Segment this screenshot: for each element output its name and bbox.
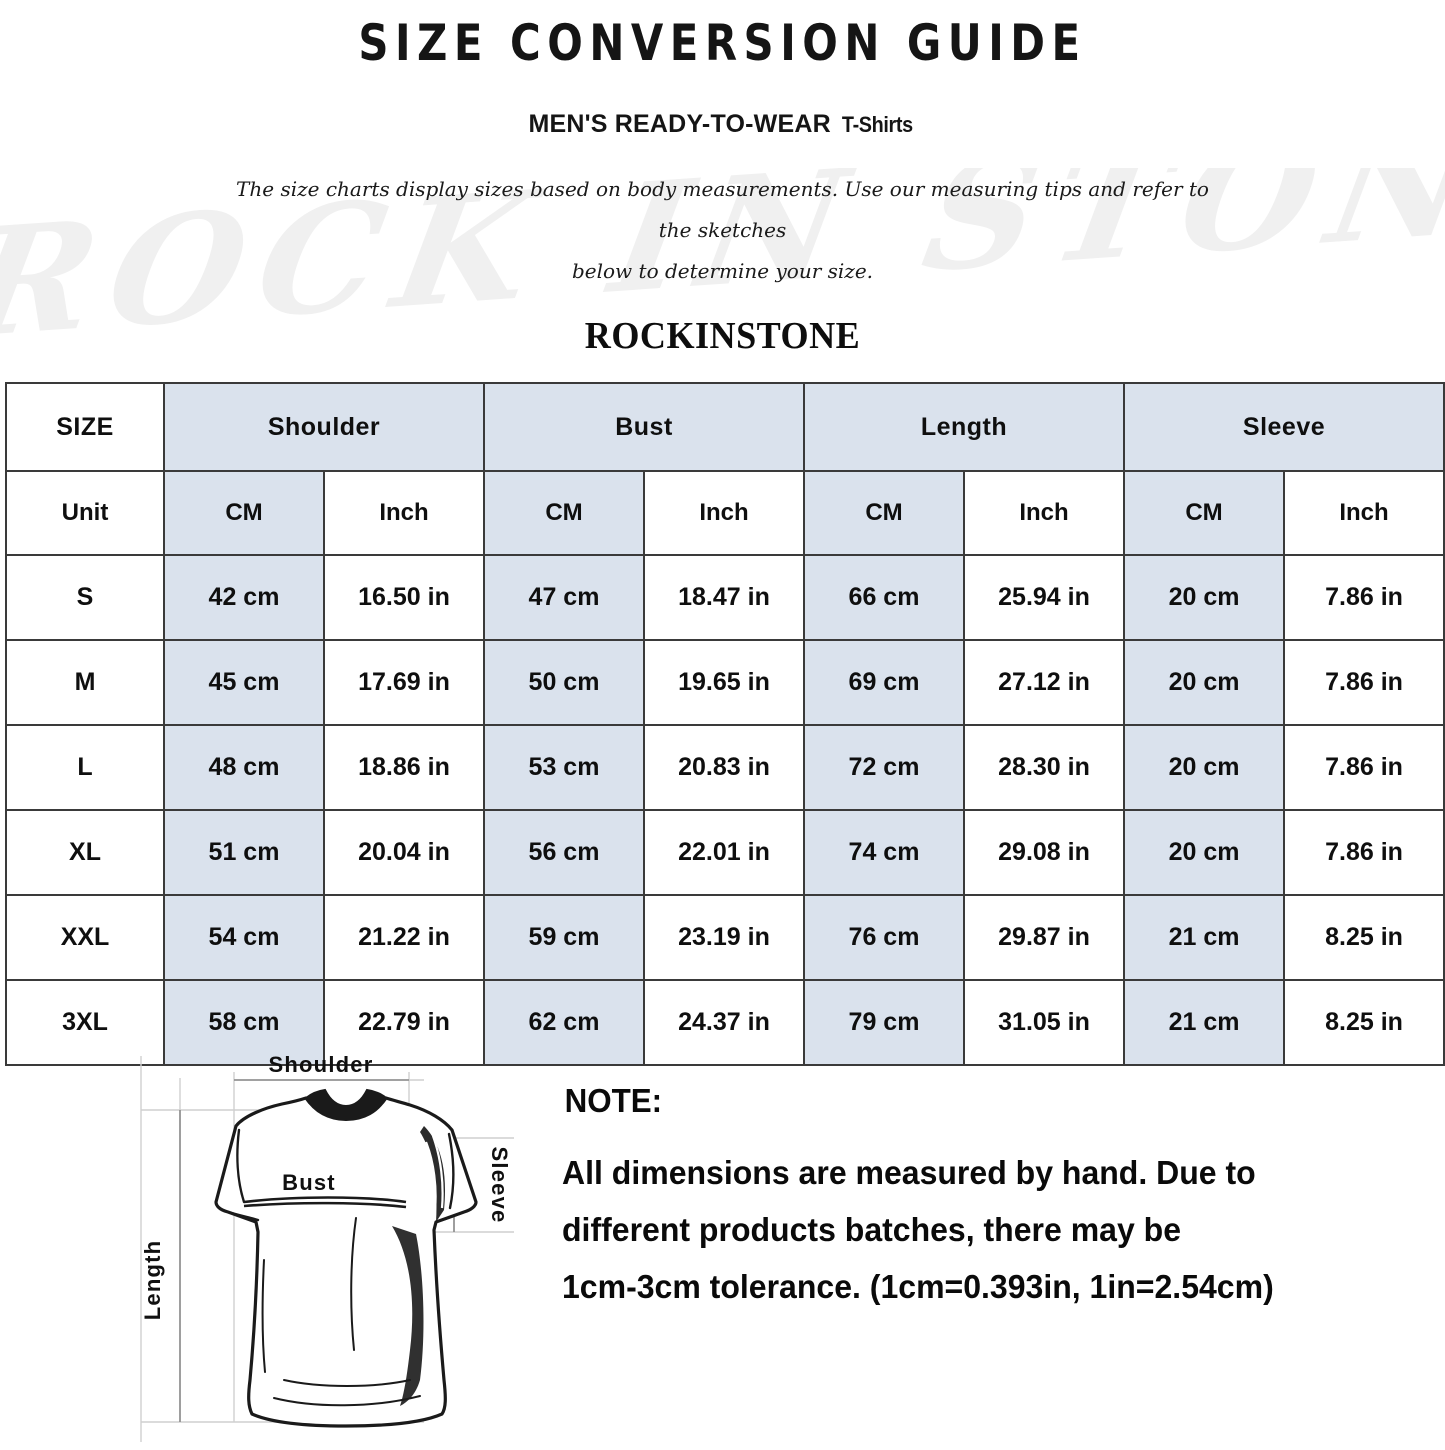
row-size-label: XXL	[5, 894, 165, 981]
cell-bust-inch: 24.37 in	[643, 979, 805, 1066]
cell-sleeve-cm: 20 cm	[1123, 724, 1286, 811]
cell-shoulder-cm: 58 cm	[163, 979, 325, 1066]
cell-sleeve-cm: 20 cm	[1123, 639, 1286, 726]
unit-length-inch: Inch	[962, 470, 1126, 556]
page-title: SIZE CONVERSION GUIDE	[358, 14, 1087, 72]
description-line-1: The size charts display sizes based on b…	[236, 177, 1209, 242]
table-row: S 42 cm 16.50 in 47 cm 18.47 in 66 cm 25…	[5, 554, 1445, 641]
header-cell-size: SIZE	[5, 382, 165, 472]
subtitle-category: MEN'S READY-TO-WEAR	[528, 110, 831, 138]
note-line-1: All dimensions are measured by hand. Due…	[562, 1154, 1256, 1191]
row-size-label: M	[5, 639, 165, 726]
bottom-section: Shoulder Bust Sleeve Length NOTE: All di…	[0, 1048, 1445, 1445]
figure-label-length: Length	[140, 1240, 165, 1321]
cell-bust-cm: 50 cm	[483, 639, 645, 726]
unit-bust-inch: Inch	[643, 470, 805, 556]
table-row: XL 51 cm 20.04 in 56 cm 22.01 in 74 cm 2…	[5, 809, 1445, 896]
cell-shoulder-inch: 17.69 in	[323, 639, 485, 726]
unit-shoulder-cm: CM	[163, 470, 325, 556]
cell-sleeve-inch: 7.86 in	[1283, 809, 1445, 896]
unit-length-cm: CM	[803, 470, 965, 556]
row-size-label: L	[5, 724, 165, 811]
description-line-2: below to determine your size.	[571, 259, 874, 283]
cell-length-inch: 29.87 in	[962, 894, 1126, 981]
row-size-label: S	[5, 554, 165, 641]
unit-sleeve-inch: Inch	[1283, 470, 1445, 556]
figure-label-bust: Bust	[282, 1170, 336, 1195]
cell-shoulder-cm: 42 cm	[163, 554, 325, 641]
cell-length-inch: 29.08 in	[962, 809, 1126, 896]
header-group-sleeve: Sleeve	[1123, 382, 1445, 472]
cell-length-cm: 74 cm	[803, 809, 965, 896]
cell-sleeve-inch: 7.86 in	[1283, 724, 1445, 811]
cell-length-inch: 25.94 in	[962, 554, 1126, 641]
subtitle-product: T-Shirts	[841, 112, 913, 137]
cell-bust-inch: 18.47 in	[643, 554, 805, 641]
cell-bust-cm: 62 cm	[483, 979, 645, 1066]
table-row: XXL 54 cm 21.22 in 59 cm 23.19 in 76 cm …	[5, 894, 1445, 981]
size-table-container: SIZE Shoulder Bust Length Sleeve Unit CM…	[5, 382, 1445, 1066]
size-conversion-table: SIZE Shoulder Bust Length Sleeve Unit CM…	[5, 382, 1445, 1066]
cell-sleeve-inch: 8.25 in	[1283, 894, 1445, 981]
cell-bust-cm: 56 cm	[483, 809, 645, 896]
cell-length-cm: 66 cm	[803, 554, 965, 641]
cell-sleeve-cm: 20 cm	[1123, 554, 1286, 641]
cell-length-inch: 31.05 in	[962, 979, 1126, 1066]
cell-shoulder-inch: 21.22 in	[323, 894, 485, 981]
table-row: 3XL 58 cm 22.79 in 62 cm 24.37 in 79 cm …	[5, 979, 1445, 1066]
cell-length-inch: 28.30 in	[962, 724, 1126, 811]
cell-shoulder-cm: 48 cm	[163, 724, 325, 811]
table-unit-row: Unit CM Inch CM Inch CM Inch CM Inch	[5, 470, 1445, 556]
header-group-bust: Bust	[483, 382, 805, 472]
cell-length-inch: 27.12 in	[962, 639, 1126, 726]
tshirt-measurement-diagram: Shoulder Bust Sleeve Length	[124, 1050, 544, 1445]
cell-sleeve-cm: 20 cm	[1123, 809, 1286, 896]
table-row: M 45 cm 17.69 in 50 cm 19.65 in 69 cm 27…	[5, 639, 1445, 726]
cell-bust-cm: 59 cm	[483, 894, 645, 981]
cell-bust-inch: 23.19 in	[643, 894, 805, 981]
header: SIZE CONVERSION GUIDE MEN'S READY-TO-WEA…	[0, 0, 1445, 358]
cell-length-cm: 72 cm	[803, 724, 965, 811]
subtitle: MEN'S READY-TO-WEAR T-Shirts	[0, 68, 1445, 137]
figure-label-sleeve: Sleeve	[487, 1147, 512, 1224]
cell-shoulder-inch: 20.04 in	[323, 809, 485, 896]
cell-bust-cm: 53 cm	[483, 724, 645, 811]
cell-bust-cm: 47 cm	[483, 554, 645, 641]
unit-shoulder-inch: Inch	[323, 470, 485, 556]
figure-label-shoulder: Shoulder	[269, 1052, 374, 1077]
cell-sleeve-inch: 8.25 in	[1283, 979, 1445, 1066]
cell-bust-inch: 20.83 in	[643, 724, 805, 811]
cell-sleeve-inch: 7.86 in	[1283, 554, 1445, 641]
cell-bust-inch: 19.65 in	[643, 639, 805, 726]
cell-length-cm: 79 cm	[803, 979, 965, 1066]
unit-sleeve-cm: CM	[1123, 470, 1286, 556]
unit-bust-cm: CM	[483, 470, 645, 556]
cell-shoulder-cm: 51 cm	[163, 809, 325, 896]
header-group-length: Length	[802, 382, 1126, 472]
cell-sleeve-inch: 7.86 in	[1283, 639, 1445, 726]
cell-sleeve-cm: 21 cm	[1123, 979, 1286, 1066]
cell-shoulder-inch: 22.79 in	[323, 979, 485, 1066]
row-size-label: XL	[5, 809, 165, 896]
note-line-3: 1cm-3cm tolerance. (1cm=0.393in, 1in=2.5…	[562, 1267, 1274, 1305]
cell-shoulder-cm: 54 cm	[163, 894, 325, 981]
header-cell-unit: Unit	[5, 470, 165, 556]
cell-shoulder-inch: 18.86 in	[323, 724, 485, 811]
header-group-shoulder: Shoulder	[163, 382, 485, 472]
note-label: NOTE:	[564, 1082, 663, 1119]
table-group-header-row: SIZE Shoulder Bust Length Sleeve	[5, 382, 1445, 472]
note-block: NOTE: All dimensions are measured by han…	[562, 1084, 1382, 1315]
cell-shoulder-inch: 16.50 in	[323, 554, 485, 641]
note-line-2: different products batches, there may be	[562, 1210, 1182, 1248]
row-size-label: 3XL	[5, 979, 165, 1066]
cell-shoulder-cm: 45 cm	[163, 639, 325, 726]
cell-bust-inch: 22.01 in	[643, 809, 805, 896]
cell-sleeve-cm: 21 cm	[1123, 894, 1286, 981]
brand-name: ROCKINSTONE	[584, 315, 861, 357]
note-body: All dimensions are measured by hand. Due…	[562, 1145, 1372, 1315]
cell-length-cm: 76 cm	[803, 894, 965, 981]
table-row: L 48 cm 18.86 in 53 cm 20.83 in 72 cm 28…	[5, 724, 1445, 811]
cell-length-cm: 69 cm	[803, 639, 965, 726]
description: The size charts display sizes based on b…	[218, 137, 1228, 292]
